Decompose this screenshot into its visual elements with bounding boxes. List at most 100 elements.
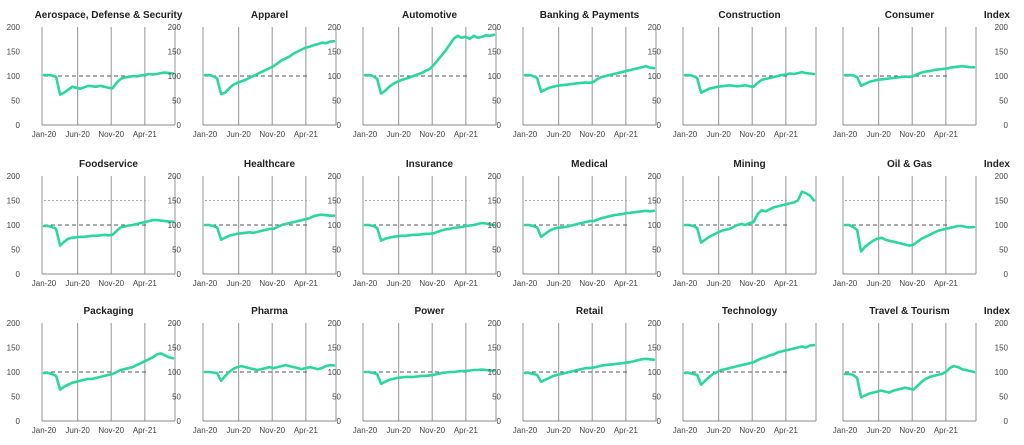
x-tick-label: Jan-20 xyxy=(513,279,538,288)
chart-panel-insurance: Insurance Jan-20 Jun-20 Nov-20 Apr-21 0 50 100 1… xyxy=(328,159,497,288)
y-tick-label: 50 xyxy=(172,246,181,255)
chart-title: Automotive xyxy=(402,10,457,21)
y-tick-label: 100 xyxy=(328,72,342,81)
y-tick-label-right: 0 xyxy=(1004,121,1009,130)
x-tick-label: Nov-20 xyxy=(739,279,765,288)
y-tick-label: 100 xyxy=(7,368,21,377)
y-tick-label: 200 xyxy=(328,23,342,32)
x-tick-label: Jan-20 xyxy=(32,426,57,435)
y-tick-label: 200 xyxy=(7,319,21,328)
y-tick-label: 0 xyxy=(337,121,342,130)
y-tick-label: 150 xyxy=(488,48,502,57)
x-tick-label: Jan-20 xyxy=(513,130,538,139)
y-tick-label: 150 xyxy=(168,344,182,353)
chart-panel-oil-and-gas: Oil & Gas Jan-20 Jun-20 Nov-20 Apr-21 0 50 100 1… xyxy=(833,159,1011,288)
x-tick-label: Apr-21 xyxy=(614,130,639,139)
y-tick-label-right: 50 xyxy=(999,97,1008,106)
chart-title: Retail xyxy=(576,306,603,317)
y-tick-label: 150 xyxy=(328,344,342,353)
chart-title: Apparel xyxy=(251,10,288,21)
y-tick-label-right: 150 xyxy=(995,197,1009,206)
index-axis-title: Index xyxy=(984,306,1011,317)
x-tick-label: Jan-20 xyxy=(32,130,57,139)
y-tick-label: 100 xyxy=(648,72,662,81)
series-line-automotive xyxy=(363,33,496,95)
x-tick-label: Jan-20 xyxy=(513,426,538,435)
x-tick-label: Apr-21 xyxy=(294,130,319,139)
x-tick-label: Jun-20 xyxy=(546,130,571,139)
series-line-mining xyxy=(683,190,816,244)
x-tick-label: Jun-20 xyxy=(65,279,90,288)
y-tick-label: 150 xyxy=(648,197,662,206)
chart-panel-apparel: Apparel Jan-20 Jun-20 Nov-20 Apr-21 0 50 100 150… xyxy=(168,10,337,139)
y-tick-label: 50 xyxy=(11,246,20,255)
chart-panel-packaging: Packaging Jan-20 Jun-20 Nov-20 Apr-21 0 50 100 1… xyxy=(7,306,176,435)
x-tick-label: Jan-20 xyxy=(673,426,698,435)
x-tick-label: Nov-20 xyxy=(739,130,765,139)
y-tick-label: 100 xyxy=(648,221,662,230)
y-tick-label: 0 xyxy=(177,270,182,279)
y-tick-label: 150 xyxy=(7,48,21,57)
series-line-oil-and-gas xyxy=(843,223,976,253)
y-tick-label: 50 xyxy=(332,97,341,106)
y-tick-label: 200 xyxy=(168,23,182,32)
x-tick-label: Apr-21 xyxy=(934,426,959,435)
y-tick-label: 150 xyxy=(168,197,182,206)
chart-panel-pharma: Pharma Jan-20 Jun-20 Nov-20 Apr-21 0 50 100 150 2… xyxy=(168,306,337,435)
x-tick-label: Jun-20 xyxy=(226,279,251,288)
x-tick-label: Apr-21 xyxy=(774,130,799,139)
y-tick-label: 200 xyxy=(7,23,21,32)
index-axis-title: Index xyxy=(984,159,1011,170)
x-tick-label: Apr-21 xyxy=(133,130,158,139)
x-tick-label: Jan-20 xyxy=(353,426,378,435)
y-tick-label-right: 50 xyxy=(999,246,1008,255)
x-tick-label: Apr-21 xyxy=(454,279,479,288)
y-tick-label: 150 xyxy=(7,197,21,206)
x-tick-label: Nov-20 xyxy=(419,279,445,288)
series-line-travel-and-tourism xyxy=(843,364,976,399)
series-line-aerospace-defense-and-security xyxy=(42,71,175,96)
y-tick-label: 200 xyxy=(648,172,662,181)
y-tick-label: 0 xyxy=(177,121,182,130)
x-tick-label: Jun-20 xyxy=(866,426,891,435)
y-tick-label-right: 0 xyxy=(1004,417,1009,426)
y-tick-label: 200 xyxy=(648,319,662,328)
y-tick-label-right: 150 xyxy=(995,48,1009,57)
x-tick-label: Jun-20 xyxy=(546,426,571,435)
x-tick-label: Apr-21 xyxy=(294,279,319,288)
chart-title: Travel & Tourism xyxy=(869,306,950,317)
y-tick-label: 100 xyxy=(7,72,21,81)
y-tick-label: 100 xyxy=(168,368,182,377)
y-tick-label: 0 xyxy=(657,417,662,426)
chart-panel-medical: Medical Jan-20 Jun-20 Nov-20 Apr-21 0 50 100 150… xyxy=(488,159,657,288)
y-tick-label: 200 xyxy=(648,23,662,32)
series-line-medical xyxy=(523,209,656,239)
y-tick-label: 150 xyxy=(168,48,182,57)
y-tick-label-right: 100 xyxy=(995,221,1009,230)
series-line-insurance xyxy=(363,221,496,242)
chart-title: Oil & Gas xyxy=(887,159,932,170)
chart-panel-foodservice: Foodservice Jan-20 Jun-20 Nov-20 Apr-21 0 50 10… xyxy=(7,159,176,288)
chart-title: Banking & Payments xyxy=(540,10,640,21)
x-tick-label: Apr-21 xyxy=(294,426,319,435)
x-tick-label: Jan-20 xyxy=(193,279,218,288)
chart-panel-healthcare: Healthcare Jan-20 Jun-20 Nov-20 Apr-21 0 50 100… xyxy=(168,159,337,288)
x-tick-label: Jun-20 xyxy=(65,130,90,139)
chart-title: Healthcare xyxy=(244,159,296,170)
y-tick-label: 0 xyxy=(657,270,662,279)
x-tick-label: Nov-20 xyxy=(739,426,765,435)
y-tick-label: 200 xyxy=(328,319,342,328)
x-tick-label: Jun-20 xyxy=(226,130,251,139)
chart-panel-mining: Mining Jan-20 Jun-20 Nov-20 Apr-21 0 50 100 150 2… xyxy=(648,159,817,288)
y-tick-label-right: 100 xyxy=(995,368,1009,377)
y-tick-label: 150 xyxy=(488,344,502,353)
y-tick-label: 150 xyxy=(328,48,342,57)
x-tick-label: Apr-21 xyxy=(133,426,158,435)
y-tick-label-right: 100 xyxy=(995,72,1009,81)
x-tick-label: Nov-20 xyxy=(419,426,445,435)
x-tick-label: Jan-20 xyxy=(32,279,57,288)
series-line-pharma xyxy=(203,363,336,383)
x-tick-label: Apr-21 xyxy=(774,426,799,435)
chart-panel-aerospace-defense-and-security: Aerospace, Defense & Security Jan-20 Jun-2… xyxy=(7,10,183,139)
